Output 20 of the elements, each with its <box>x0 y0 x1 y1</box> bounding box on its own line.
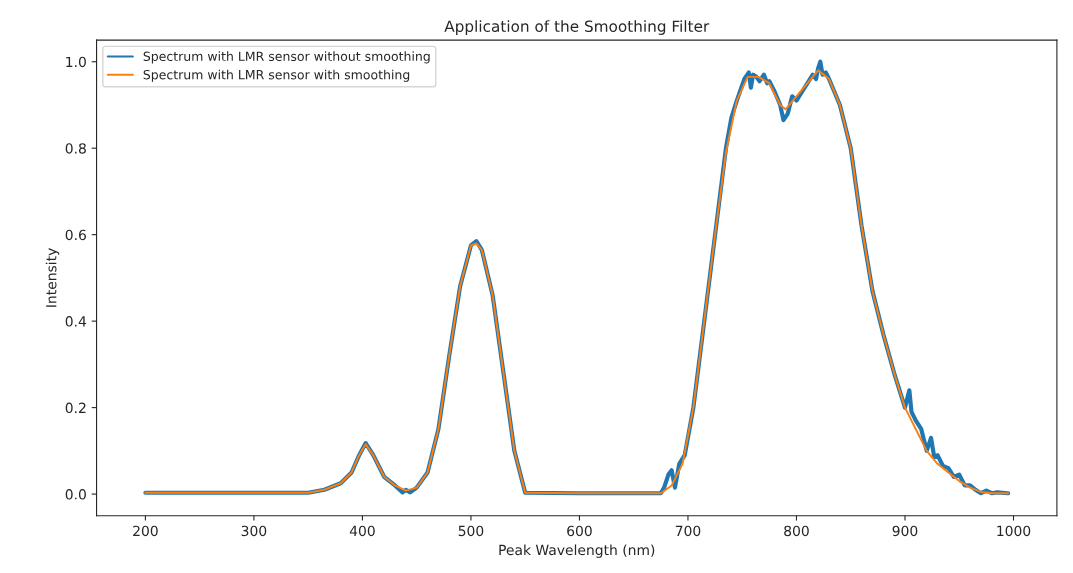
x-axis-title: Peak Wavelength (nm) <box>499 544 655 558</box>
x-tick-label: 1000 <box>997 525 1031 537</box>
y-tick-label: 0.8 <box>65 143 86 154</box>
y-tick-label: 0.2 <box>65 402 86 414</box>
x-tick-label: 300 <box>241 525 267 537</box>
x-tick-label: 500 <box>458 525 484 537</box>
x-tick-label: 600 <box>567 525 592 537</box>
y-tick-label: 0.6 <box>65 229 86 241</box>
x-tick-label: 700 <box>675 525 701 537</box>
y-axis-title: Intensity <box>45 248 60 307</box>
y-tick-label: 1.0 <box>66 56 86 68</box>
y-tick-label: 0.0 <box>65 489 86 500</box>
y-tick-label: 0.4 <box>65 316 87 327</box>
x-tick-label: 400 <box>349 525 375 537</box>
x-tick-label: 200 <box>133 525 158 537</box>
x-tick-label: 800 <box>784 525 809 537</box>
chart-title: Application of the Smoothing Filter <box>444 20 710 35</box>
legend-label: Spectrum with LMR sensor without smoothing <box>143 51 430 64</box>
legend-label: Spectrum with LMR sensor with smoothing <box>143 69 410 82</box>
x-tick-label: 900 <box>892 525 918 537</box>
